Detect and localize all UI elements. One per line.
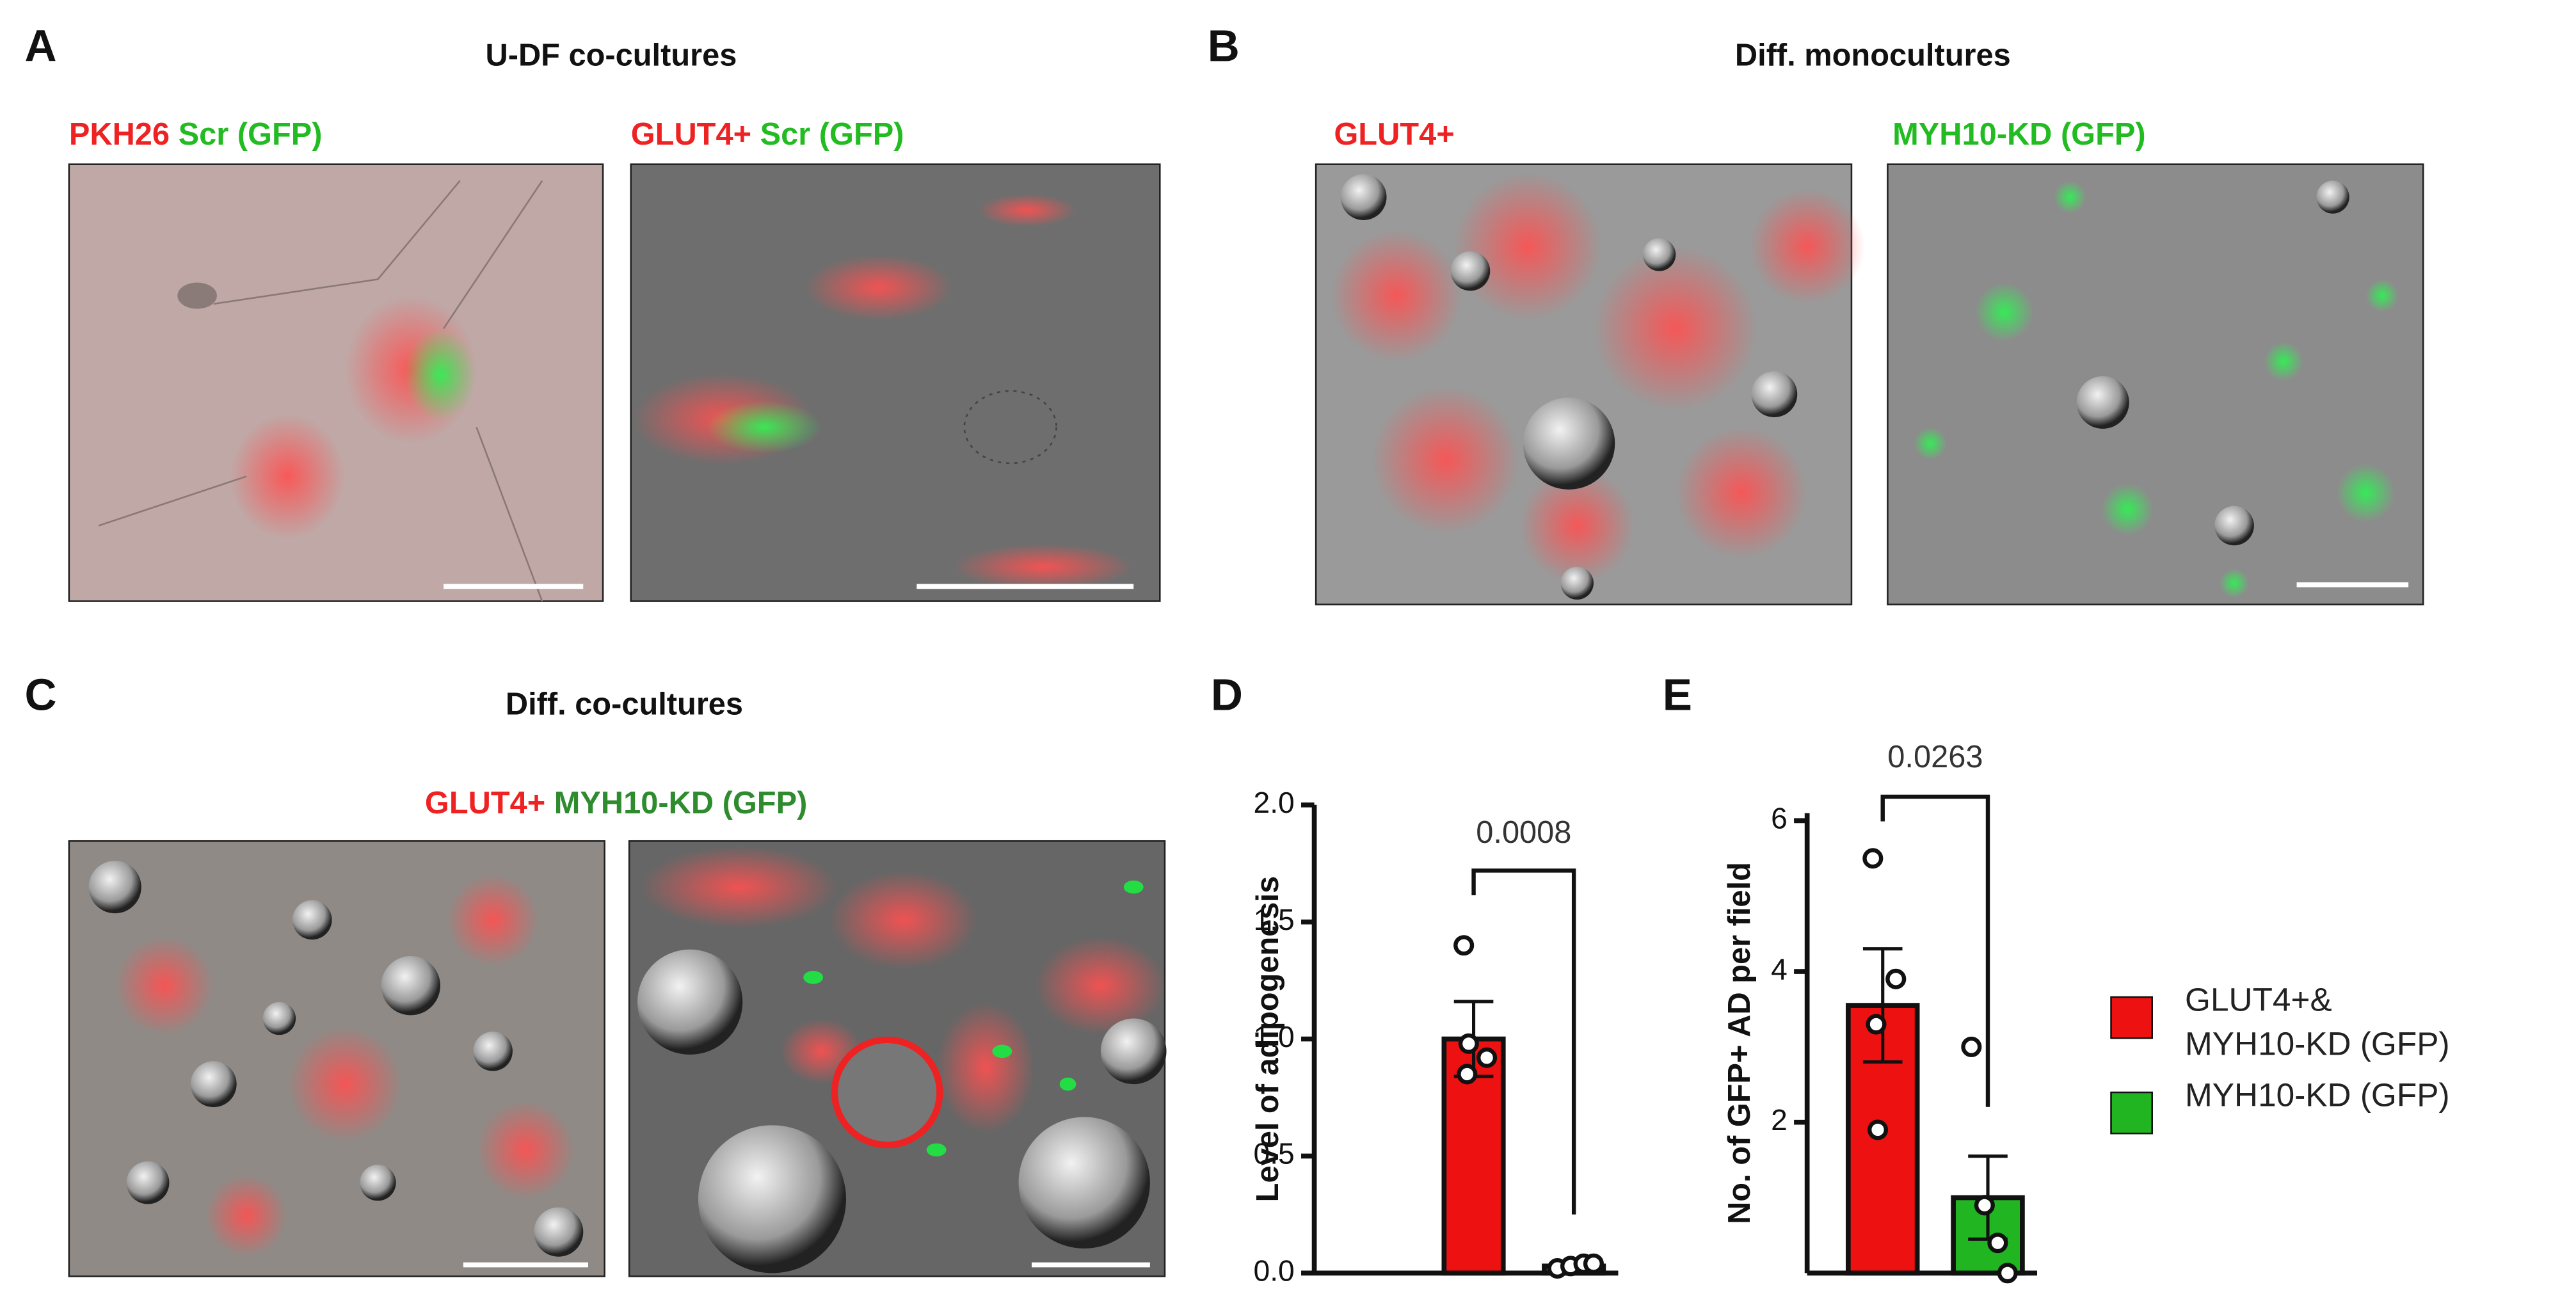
y-tick-label: 2 <box>1771 1103 1788 1137</box>
micrograph <box>68 840 605 1277</box>
micrograph <box>628 840 1167 1277</box>
data-point <box>1885 968 1907 989</box>
data-point <box>1476 1047 1498 1068</box>
p-value: 0.0263 <box>1887 740 1983 774</box>
image-label: GLUT4+ <box>1334 117 1454 152</box>
data-point <box>1458 1033 1479 1054</box>
image-label: GLUT4+ MYH10-KD (GFP) <box>425 786 807 820</box>
stain: GLUT4+ <box>425 786 545 820</box>
legend-swatch <box>2110 996 2153 1039</box>
legend-swatch <box>2110 1091 2153 1135</box>
significance-bracket <box>1880 794 1990 1107</box>
stain: GLUT4+ <box>631 117 751 152</box>
stain: Scr (GFP) <box>179 117 323 152</box>
data-point <box>1457 1064 1478 1085</box>
stain: MYH10-KD (GFP) <box>554 786 808 820</box>
panel-letter: C <box>25 669 57 719</box>
panel-title: U-DF co-cultures <box>485 38 737 73</box>
image-label: PKH26 Scr (GFP) <box>69 117 323 152</box>
image-label: MYH10-KD (GFP) <box>1892 117 2146 152</box>
panel-letter: D <box>1211 669 1243 719</box>
data-point <box>1974 1195 1995 1216</box>
y-tick-label: 6 <box>1771 802 1788 835</box>
y-tick-label: 0.5 <box>1254 1137 1295 1170</box>
micrograph <box>1887 163 2424 605</box>
panel-letter: A <box>25 20 57 70</box>
y-tick-label: 4 <box>1771 952 1788 986</box>
y-axis-label: No. of GFP+ AD per field <box>1722 862 1757 1224</box>
y-tick-label: 1.5 <box>1254 903 1295 936</box>
panel-title: Diff. co-cultures <box>506 687 743 722</box>
micrograph <box>1315 163 1865 605</box>
y-tick-label: 0.0 <box>1254 1254 1295 1288</box>
y-axis-label: Level of adipogenesis <box>1251 876 1285 1202</box>
data-point <box>1867 1119 1889 1140</box>
legend-label: MYH10-KD (GFP) <box>2185 1076 2450 1113</box>
y-tick-label: 1.0 <box>1254 1020 1295 1053</box>
p-value: 0.0008 <box>1476 815 1571 850</box>
image-label: GLUT4+ Scr (GFP) <box>631 117 904 152</box>
micrograph <box>68 163 604 602</box>
data-point <box>1987 1233 2008 1254</box>
data-point <box>1997 1263 2018 1284</box>
data-point <box>1862 848 1884 869</box>
y-tick-label: 2.0 <box>1254 786 1295 819</box>
data-point <box>1866 1014 1887 1035</box>
panel-letter: B <box>1208 20 1240 70</box>
legend-label: GLUT4+& <box>2185 981 2332 1018</box>
data-point <box>1453 935 1475 956</box>
data-point <box>1583 1253 1604 1274</box>
data-point <box>1961 1036 1982 1057</box>
significance-bracket <box>1471 868 1576 1215</box>
legend-label: MYH10-KD (GFP) <box>2185 1026 2450 1062</box>
panel-title: Diff. monocultures <box>1735 38 2011 73</box>
panel-letter: E <box>1663 669 1692 719</box>
stain: PKH26 <box>69 117 170 152</box>
stain: Scr (GFP) <box>760 117 904 152</box>
micrograph <box>630 163 1161 602</box>
